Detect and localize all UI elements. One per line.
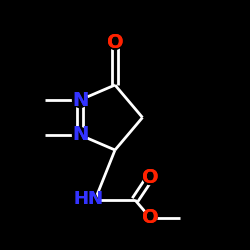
Text: O: O [107, 33, 123, 52]
Text: O: O [142, 168, 158, 187]
Text: N: N [72, 90, 88, 110]
Circle shape [81, 191, 97, 207]
Circle shape [108, 36, 122, 50]
Text: O: O [142, 168, 158, 187]
Text: HN: HN [74, 190, 104, 208]
Circle shape [143, 210, 157, 224]
Text: N: N [72, 126, 88, 144]
Circle shape [143, 170, 157, 184]
Text: N: N [72, 126, 88, 144]
Text: O: O [142, 208, 158, 227]
Text: N: N [72, 90, 88, 110]
Text: O: O [107, 33, 123, 52]
Circle shape [72, 128, 88, 142]
Circle shape [72, 92, 88, 108]
Text: HN: HN [74, 190, 104, 208]
Text: O: O [142, 208, 158, 227]
